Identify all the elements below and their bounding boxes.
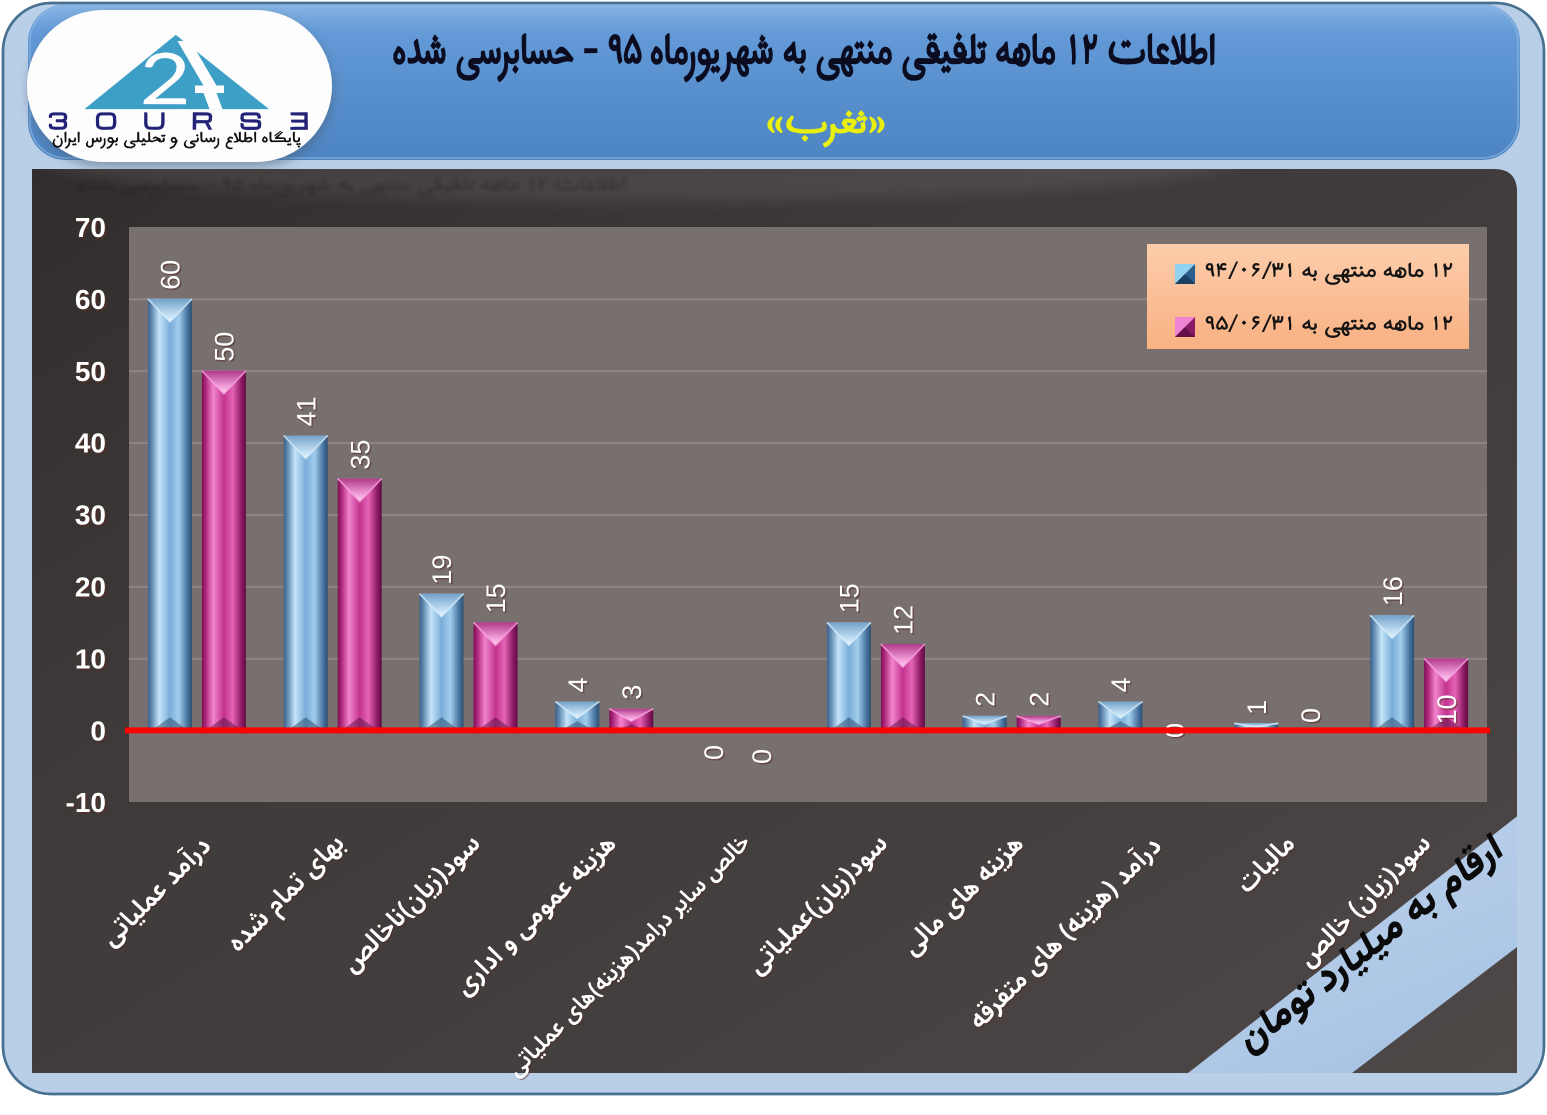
svg-text:2: 2: [1026, 693, 1056, 708]
svg-text:-10: -10: [66, 787, 106, 818]
svg-text:0: 0: [92, 717, 108, 748]
svg-text:19: 19: [429, 556, 459, 586]
svg-text:41: 41: [291, 396, 321, 426]
svg-text:4: 4: [565, 679, 595, 694]
svg-text:10: 10: [1433, 696, 1463, 726]
svg-text:15: 15: [835, 583, 865, 613]
svg-text:0: 0: [748, 750, 778, 765]
svg-text:0: 0: [1296, 708, 1326, 723]
svg-text:30: 30: [75, 500, 106, 531]
svg-text:50: 50: [75, 356, 106, 387]
svg-text:70: 70: [75, 212, 106, 243]
svg-text:35: 35: [347, 441, 377, 471]
svg-text:4: 4: [1106, 677, 1136, 692]
svg-text:2: 2: [972, 693, 1002, 708]
svg-text:30: 30: [77, 502, 108, 533]
svg-text:0: 0: [700, 746, 730, 761]
svg-text:3: 3: [617, 685, 647, 700]
svg-text:10: 10: [75, 643, 106, 674]
svg-text:70: 70: [77, 214, 108, 245]
svg-text:60: 60: [77, 286, 108, 317]
svg-text:16: 16: [1378, 576, 1408, 606]
svg-text:0: 0: [90, 715, 106, 746]
svg-text:50: 50: [77, 358, 108, 389]
svg-text:-10: -10: [68, 789, 108, 820]
svg-text:15: 15: [836, 585, 866, 615]
svg-text:20: 20: [77, 574, 108, 605]
svg-text:1: 1: [1242, 700, 1272, 715]
svg-text:10: 10: [77, 645, 108, 676]
svg-text:40: 40: [75, 428, 106, 459]
svg-text:40: 40: [77, 430, 108, 461]
svg-text:4: 4: [563, 677, 593, 692]
svg-text:15: 15: [483, 585, 513, 615]
svg-text:0: 0: [1298, 709, 1328, 724]
svg-text:10: 10: [1432, 694, 1462, 724]
svg-text:3: 3: [619, 686, 649, 701]
svg-text:4: 4: [1108, 679, 1138, 694]
svg-text:19: 19: [427, 555, 457, 585]
svg-text:0: 0: [747, 749, 777, 764]
svg-text:2: 2: [1024, 692, 1054, 707]
svg-text:50: 50: [211, 333, 241, 363]
svg-text:1: 1: [1244, 701, 1274, 716]
svg-text:60: 60: [75, 284, 106, 315]
svg-text:15: 15: [481, 583, 511, 613]
svg-text:60: 60: [157, 261, 187, 291]
svg-text:20: 20: [75, 572, 106, 603]
svg-text:16: 16: [1379, 578, 1409, 608]
svg-text:12: 12: [889, 605, 919, 635]
svg-text:41: 41: [293, 398, 323, 428]
svg-text:50: 50: [210, 332, 240, 362]
svg-text:35: 35: [345, 440, 375, 470]
svg-text:2: 2: [970, 692, 1000, 707]
svg-text:0: 0: [699, 745, 729, 760]
svg-text:60: 60: [156, 260, 186, 290]
svg-text:12: 12: [890, 606, 920, 636]
